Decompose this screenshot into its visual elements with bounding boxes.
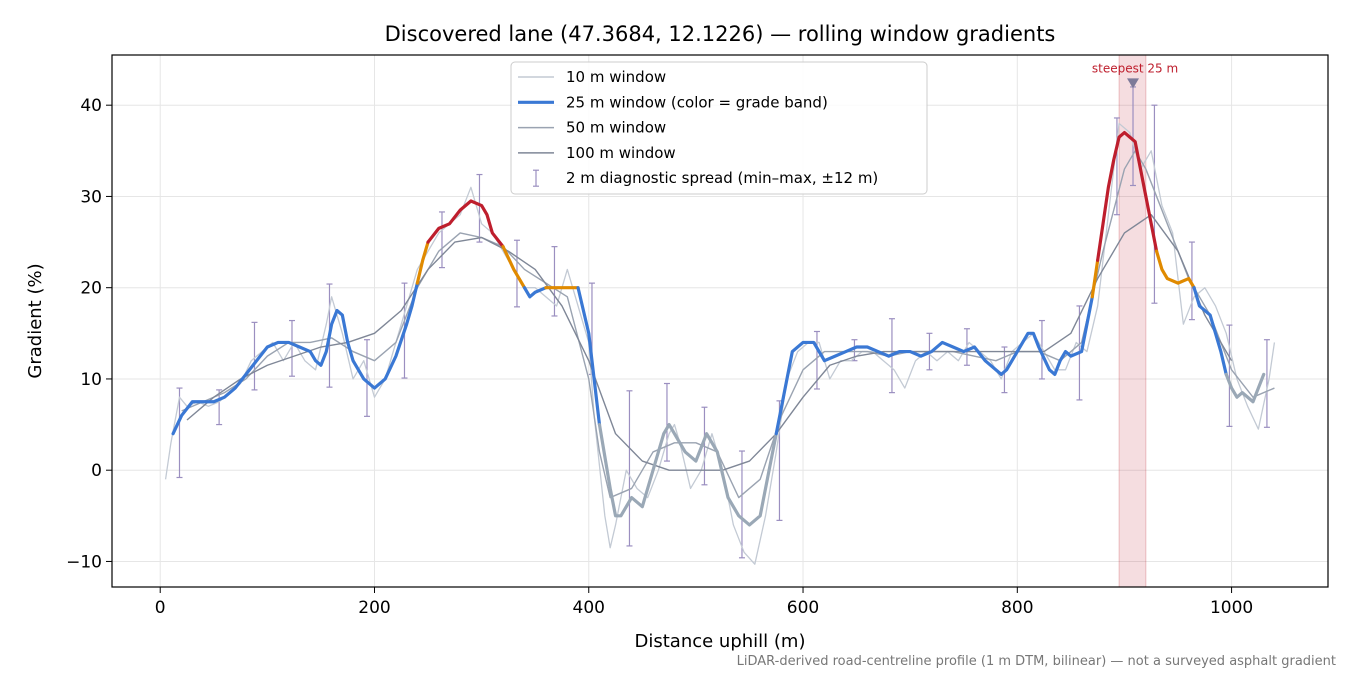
y-tick-label: 30 xyxy=(80,187,102,207)
y-tick-label: 20 xyxy=(80,279,102,299)
series-25m-window-segment xyxy=(1224,372,1266,404)
annotations: steepest 25 m xyxy=(1092,61,1178,89)
chart-title: Discovered lane (47.3684, 12.1226) — rol… xyxy=(385,22,1056,46)
series-25m-window-segment xyxy=(597,422,778,527)
series-25m-window-segment xyxy=(774,295,1094,436)
gradient-series-lines xyxy=(164,122,1276,565)
x-tick-label: 0 xyxy=(155,598,166,618)
series-25m-window-segment xyxy=(1192,286,1228,376)
x-axis-label: Distance uphill (m) xyxy=(635,631,806,652)
series-25m-window-segment xyxy=(576,286,602,427)
series-25m-window-segment xyxy=(171,281,419,436)
series-25m-window-segment xyxy=(415,240,430,285)
legend-entry-label: 100 m window xyxy=(566,144,676,162)
series-25m-window-segment xyxy=(1154,249,1196,290)
legend-entry-label: 50 m window xyxy=(566,119,666,137)
x-tick-label: 400 xyxy=(573,598,605,618)
y-axis-label: Gradient (%) xyxy=(25,263,46,378)
legend: 10 m window 25 m window (color = grade ba… xyxy=(510,61,928,195)
series-25m-window-segment xyxy=(522,286,548,299)
series-50m-window xyxy=(181,150,1275,499)
axis-ticks: 0 200 400 600 800 1000 −10 0 10 20 30 40 xyxy=(66,96,1253,618)
legend-entry-label: 10 m window xyxy=(566,68,666,86)
x-tick-label: 600 xyxy=(787,598,819,618)
y-tick-label: 40 xyxy=(80,96,102,116)
y-tick-label: 0 xyxy=(91,461,102,481)
steepest-marker-icon xyxy=(1127,78,1140,89)
series-25m-window-segment xyxy=(501,245,527,290)
x-tick-label: 200 xyxy=(358,598,390,618)
series-25m-window-segment xyxy=(426,199,505,249)
plot-frame xyxy=(111,54,1329,588)
series-25m-window-segment xyxy=(1090,258,1100,299)
legend-entry-label: 2 m diagnostic spread (min–max, ±12 m) xyxy=(566,169,878,187)
series-25m-window-segment xyxy=(1096,130,1159,262)
steepest-annotation: steepest 25 m xyxy=(1092,61,1178,75)
legend-box xyxy=(510,61,928,195)
x-tick-label: 800 xyxy=(1001,598,1033,618)
series-100m-window xyxy=(186,213,1233,471)
footnote: LiDAR-derived road-centreline profile (1… xyxy=(737,654,1336,669)
y-tick-label: −10 xyxy=(66,552,102,572)
legend-entry-label: 25 m window (color = grade band) xyxy=(566,93,828,111)
y-tick-label: 10 xyxy=(80,370,102,390)
x-tick-label: 1000 xyxy=(1210,598,1253,618)
